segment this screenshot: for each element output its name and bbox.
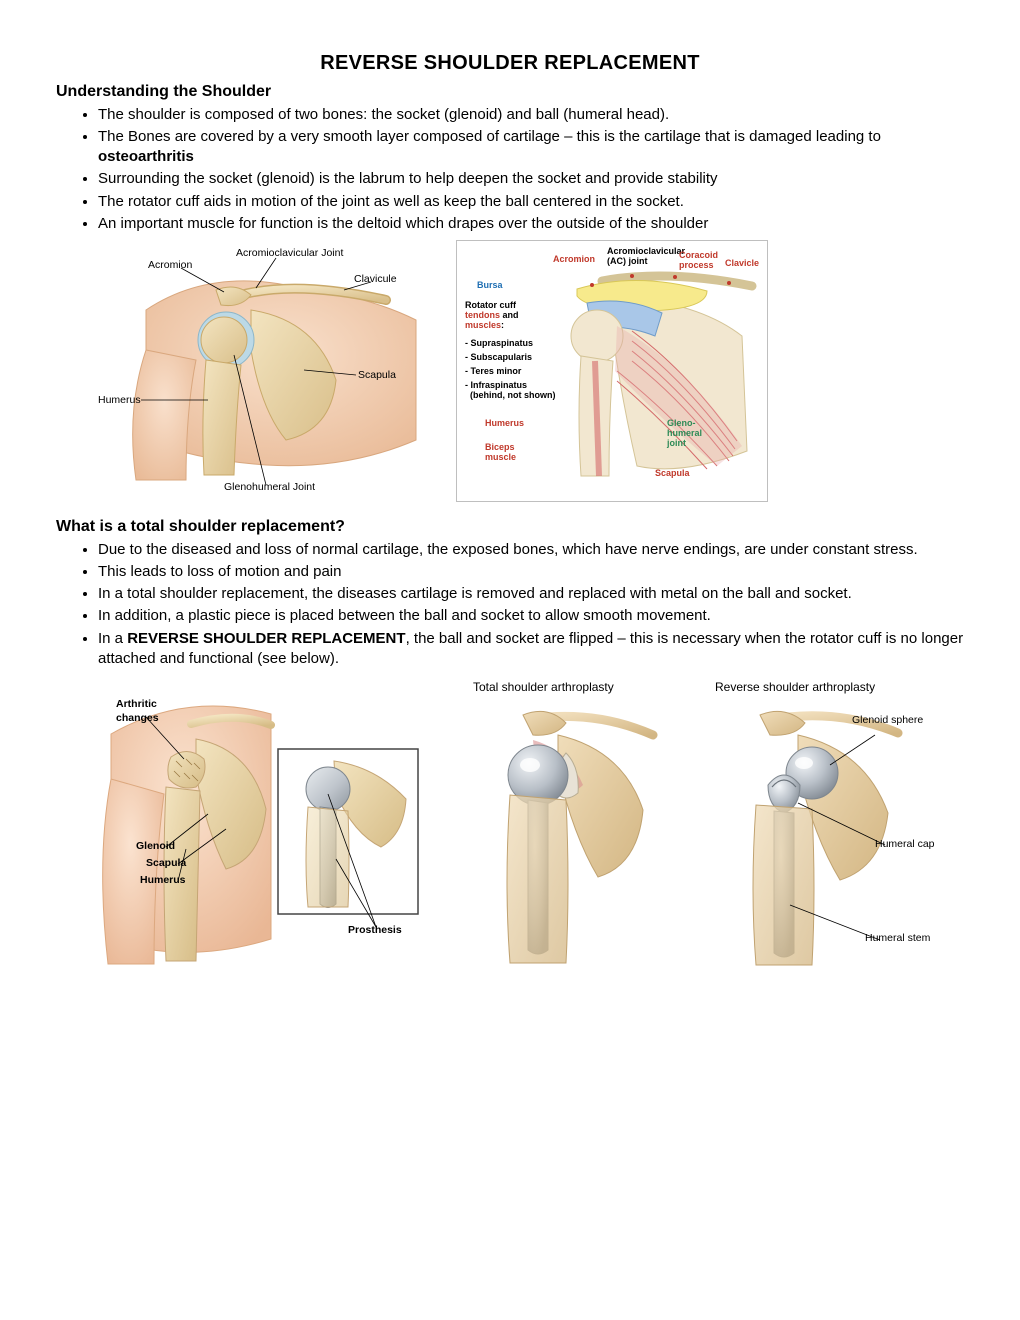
arthritic-prosthesis-figure: Arthritic changes Glenoid Scapula Humeru… [96, 679, 426, 979]
label-humerus-r: Humerus [485, 419, 524, 429]
label-acj: Acromioclavicular Joint [236, 246, 343, 260]
label-ghj: Glenohumeral Joint [224, 480, 315, 494]
page-title: REVERSE SHOULDER REPLACEMENT [56, 50, 964, 77]
list-item: Due to the diseased and loss of normal c… [98, 540, 964, 560]
anatomy-bones-figure: Acromion Acromioclavicular Joint Clavicu… [86, 240, 426, 500]
label-biceps: Biceps muscle [485, 443, 516, 463]
label-humerus-a: Humerus [140, 873, 186, 887]
label-hcap: Humeral cap [875, 837, 935, 851]
label-acromion: Acromion [148, 258, 192, 272]
label-hstem: Humeral stem [865, 931, 930, 945]
bold-phrase: REVERSE SHOULDER REPLACEMENT [127, 630, 405, 647]
label-gsphere: Glenoid sphere [852, 713, 923, 727]
label-glenoid: Glenoid [136, 839, 175, 853]
list-item: An important muscle for function is the … [98, 214, 964, 234]
label-bursa: Bursa [477, 281, 503, 291]
label-scapula: Scapula [358, 368, 396, 382]
label-acj-r: Acromioclavicular (AC) joint [607, 247, 685, 267]
anatomy-muscles-figure: Acromion Acromioclavicular (AC) joint Co… [456, 240, 768, 502]
label-total-title: Total shoulder arthroplasty [473, 679, 614, 695]
label-scapula-r: Scapula [655, 469, 690, 479]
label-clavicle: Clavicule [354, 272, 397, 286]
list-item: The Bones are covered by a very smooth l… [98, 127, 964, 168]
section-replacement-heading: What is a total shoulder replacement? [56, 516, 964, 538]
label-humerus: Humerus [98, 393, 141, 407]
list-item: Surrounding the socket (glenoid) is the … [98, 169, 964, 189]
label-prosthesis: Prosthesis [348, 923, 402, 937]
section-replacement-list: Due to the diseased and loss of normal c… [56, 540, 964, 670]
list-item: This leads to loss of motion and pain [98, 562, 964, 582]
label-ghj-r: Gleno- humeral joint [667, 419, 702, 449]
label-scapula-a: Scapula [146, 856, 186, 870]
list-item: In a REVERSE SHOULDER REPLACEMENT, the b… [98, 629, 964, 670]
anatomy-figures-row: Acromion Acromioclavicular Joint Clavicu… [86, 240, 964, 502]
label-coracoid: Coracoid process [679, 251, 718, 271]
section-understanding-heading: Understanding the Shoulder [56, 81, 964, 103]
label-rc1: - Supraspinatus [465, 339, 533, 349]
label-rc-header: Rotator cufftendons andmuscles: [465, 301, 519, 331]
total-arthroplasty-figure: Total shoulder arthroplasty [438, 679, 668, 979]
label-reverse-title: Reverse shoulder arthroplasty [715, 679, 875, 695]
list-text: The Bones are covered by a very smooth l… [98, 128, 881, 145]
list-item: The shoulder is composed of two bones: t… [98, 105, 964, 125]
arthroplasty-figures-row: Arthritic changes Glenoid Scapula Humeru… [96, 679, 964, 979]
label-clavicle-r: Clavicle [725, 259, 759, 269]
list-item: In a total shoulder replacement, the dis… [98, 584, 964, 604]
list-text: In a [98, 630, 127, 647]
list-item: In addition, a plastic piece is placed b… [98, 606, 964, 626]
list-item: The rotator cuff aids in motion of the j… [98, 192, 964, 212]
bold-term: osteoarthritis [98, 148, 194, 165]
label-rc3: - Teres minor [465, 367, 521, 377]
label-rc2: - Subscapularis [465, 353, 532, 363]
section-understanding-list: The shoulder is composed of two bones: t… [56, 105, 964, 235]
reverse-arthroplasty-figure: Reverse shoulder arthroplasty [680, 679, 940, 979]
label-rc4: - Infraspinatus (behind, not shown) [465, 381, 555, 401]
label-arthritic: Arthritic changes [116, 697, 159, 725]
label-acromion-r: Acromion [553, 255, 595, 265]
